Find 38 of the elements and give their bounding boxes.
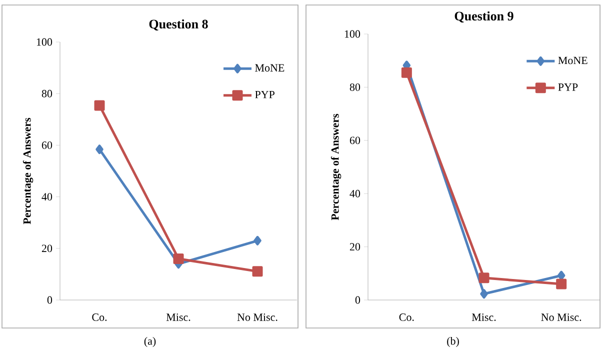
y-tick-label: 60 bbox=[350, 136, 360, 144]
x-tick-label: No Misc. bbox=[237, 314, 278, 321]
legend-label: MoNE bbox=[558, 56, 588, 64]
x-tick-label: Misc. bbox=[166, 314, 190, 321]
x-tick-label: Misc. bbox=[472, 314, 496, 321]
y-tick-label: 20 bbox=[42, 244, 52, 252]
point bbox=[480, 289, 488, 299]
y-tick-label: 80 bbox=[42, 90, 52, 98]
y-axis-title: Percentage of Answers bbox=[22, 118, 34, 224]
point bbox=[556, 278, 567, 290]
y-tick-label: 0 bbox=[355, 296, 360, 304]
chart-title: Question 8 bbox=[149, 19, 208, 30]
point bbox=[94, 100, 105, 111]
y-tick-label: 100 bbox=[344, 30, 360, 38]
point bbox=[254, 236, 262, 246]
text: (b) bbox=[447, 337, 459, 347]
point bbox=[252, 266, 263, 277]
y-tick-label: 40 bbox=[42, 193, 52, 201]
legend-label: PYP bbox=[255, 90, 274, 98]
point bbox=[96, 144, 104, 154]
legend-label: PYP bbox=[558, 84, 578, 91]
x-tick-label: Co. bbox=[399, 314, 414, 321]
y-tick-label: 20 bbox=[350, 243, 360, 251]
text: (a) bbox=[144, 337, 156, 347]
point bbox=[173, 253, 184, 264]
y-axis-title: Percentage of Answers bbox=[330, 114, 342, 220]
x-tick-label: No Misc. bbox=[541, 314, 582, 321]
chart-title: Question 9 bbox=[454, 11, 514, 22]
point bbox=[557, 270, 566, 280]
y-tick-label: 0 bbox=[47, 296, 52, 304]
point bbox=[401, 67, 412, 78]
x-tick-label: Co. bbox=[92, 314, 107, 321]
y-tick-label: 40 bbox=[350, 190, 360, 198]
legend-label: MoNE bbox=[255, 64, 284, 72]
y-tick-label: 80 bbox=[350, 83, 360, 91]
point bbox=[478, 272, 490, 284]
y-tick-label: 60 bbox=[42, 141, 52, 149]
y-tick-label: 100 bbox=[36, 38, 52, 46]
